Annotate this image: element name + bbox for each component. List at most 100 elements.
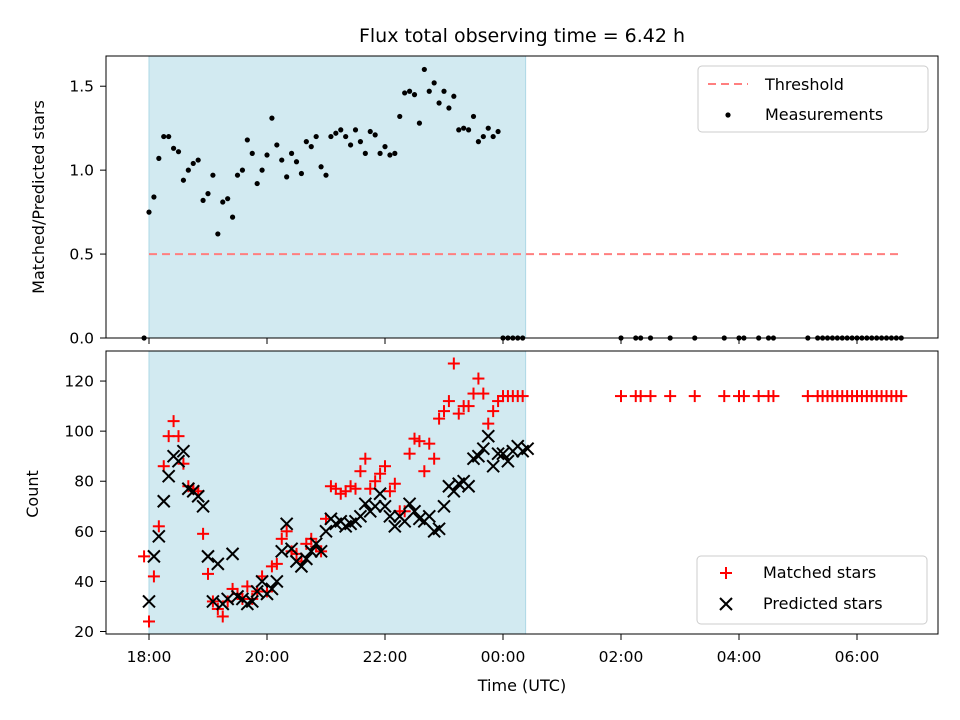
legend-predicted-swatch [719, 597, 733, 611]
measurement-point [456, 127, 462, 133]
matched-star-point [718, 390, 731, 403]
x-axis-label: Time (UTC) [477, 676, 566, 695]
measurement-point [362, 150, 368, 156]
measurement-point [416, 120, 423, 126]
matched-star-point [177, 457, 190, 470]
predicted-star-point [353, 509, 368, 523]
x-tick-label: 04:00 [717, 648, 762, 666]
count-ytick-label: 20 [74, 623, 94, 641]
ratio-ytick-label: 0.5 [69, 246, 94, 264]
predicted-star-point [373, 487, 387, 501]
predicted-star-point [461, 479, 476, 493]
matched-star-point [442, 395, 455, 408]
ratio-panel: 0.0 0.5 1.0 1.5 Matched/Predicted stars Thr… [29, 55, 939, 348]
legend-predicted-label: Predicted stars [763, 594, 883, 613]
count-y-axis: 20 40 60 80 100 120 [64, 373, 106, 641]
matched-star-point [433, 412, 446, 425]
matched-star-point [423, 437, 436, 450]
ratio-panel-frame [105, 55, 939, 339]
predicted-star-point [196, 499, 210, 513]
measurement-point [279, 157, 285, 163]
measurement-point [185, 167, 191, 173]
x-tick-label: 22:00 [363, 648, 408, 666]
predicted-star-point [304, 544, 318, 559]
predicted-star-point [220, 592, 235, 606]
matched-star-point [418, 465, 431, 478]
predicted-star-point [496, 446, 510, 461]
count-ytick-label: 80 [74, 473, 94, 491]
measurement-point [480, 133, 486, 140]
measurement-point [495, 128, 501, 135]
legend-matched-swatch [720, 567, 732, 579]
predicted-star-point [309, 537, 323, 551]
matched-star-point [477, 387, 490, 400]
measurement-point [220, 199, 226, 205]
measurement-point [367, 128, 373, 135]
predicted-star-point [265, 582, 279, 596]
predicted-star-point [176, 444, 191, 458]
matched-star-point [767, 390, 780, 403]
predicted-star-point [201, 549, 215, 564]
predicted-star-point [147, 549, 161, 564]
measurement-point [161, 133, 167, 140]
predicted-star-point [225, 547, 240, 561]
measurement-point [436, 100, 442, 106]
measurement-point [229, 214, 236, 220]
predicted-star-point [319, 524, 333, 539]
predicted-star-point [314, 544, 328, 559]
predicted-star-point [206, 594, 220, 609]
ratio-legend-box [697, 65, 929, 133]
measurement-point [225, 196, 231, 202]
matched-star-point [472, 372, 485, 385]
x-tick-label: 02:00 [599, 648, 644, 666]
predicted-star-point [275, 544, 289, 559]
measurement-point [318, 164, 324, 170]
measurement-point [377, 150, 383, 156]
matched-star-point [216, 610, 229, 623]
ratio-ytick-label: 1.5 [69, 78, 94, 96]
predicted-star-point [402, 497, 417, 511]
measurement-point [303, 139, 309, 145]
predicted-star-point [437, 499, 451, 513]
measurement-point [205, 191, 211, 197]
ratio-ytick-label: 0.0 [69, 330, 94, 348]
predicted-star-point [299, 552, 314, 566]
observing-window-shade [148, 55, 527, 339]
predicted-star-point [383, 509, 397, 523]
matched-star-point [438, 405, 450, 418]
measurement-point [352, 127, 359, 133]
matched-star-point [644, 390, 657, 403]
measurement-point [411, 92, 418, 98]
measurement-point [146, 209, 152, 215]
matched-star-point [615, 390, 627, 403]
measurement-point [284, 174, 290, 180]
measurement-point [372, 132, 378, 138]
predicted-star-point [171, 454, 186, 468]
measurement-point [259, 167, 265, 173]
matched-star-point [413, 435, 426, 448]
measurement-point [313, 133, 319, 140]
predicted-star-point [368, 499, 382, 513]
matched-star-point [152, 520, 165, 533]
count-panel: 20 40 60 80 100 120 18:00 20:00 22:00 00:00 02:00… [23, 350, 939, 695]
measurement-point [264, 152, 270, 158]
count-x-axis: 18:00 20:00 22:00 00:00 02:00 04:00 06:00 [127, 634, 879, 666]
measurement-point [382, 144, 388, 150]
predicted-star-point [191, 489, 205, 503]
measurement-point [274, 142, 280, 148]
matched-star-point [202, 567, 214, 580]
predicted-star-point [476, 441, 491, 456]
matched-star-point [403, 447, 416, 460]
measurement-point [234, 172, 241, 178]
measurement-point [308, 144, 314, 150]
measurement-point [180, 177, 187, 183]
measurement-point [347, 142, 354, 148]
predicted-star-point [481, 429, 495, 443]
measurement-point [485, 125, 491, 131]
predicted-star-point [211, 557, 225, 571]
measurement-point [323, 172, 329, 178]
matched-star-point [359, 452, 372, 465]
matched-star-point [737, 390, 750, 403]
measurement-point [288, 150, 295, 156]
matched-star-point [369, 475, 382, 488]
